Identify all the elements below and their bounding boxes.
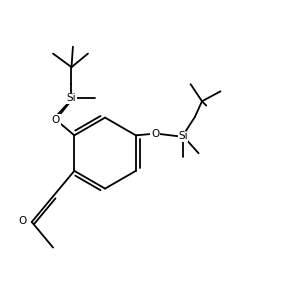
Text: O: O <box>18 215 26 225</box>
Text: O: O <box>52 115 60 125</box>
Text: O: O <box>151 129 159 139</box>
Text: Si: Si <box>67 93 76 103</box>
Text: Si: Si <box>178 131 188 141</box>
